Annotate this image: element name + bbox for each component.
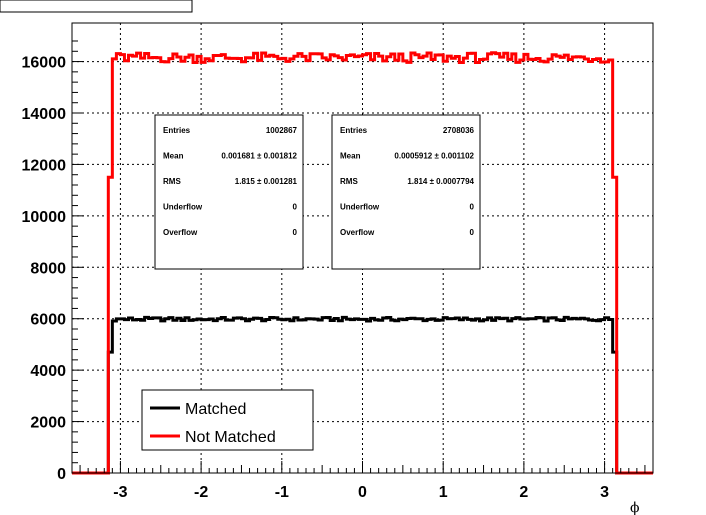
x-tick-label: -3 [113,484,127,501]
x-tick-label: 3 [600,484,609,501]
x-tick-label: -1 [275,484,289,501]
stats-row-value: 0.001681 ± 0.001812 [221,152,297,161]
x-tick-label: -2 [194,484,208,501]
y-tick-label: 4000 [30,363,66,380]
stats-row-label: Entries [163,126,191,135]
y-tick-label: 6000 [30,312,66,329]
x-axis-label: ϕ [630,500,640,515]
y-tick-label: 14000 [22,106,67,123]
stats-row-label: RMS [163,177,181,186]
stats-row-label: RMS [340,177,358,186]
stats-row-label: Overflow [163,228,198,237]
y-tick-label: 16000 [22,55,67,72]
stats-row-value: 0 [470,228,475,237]
stats-box-2: Entries 2708036 Mean 0.0005912 ± 0.001102 RM… [331,114,481,270]
legend: Matched Not Matched [141,389,314,451]
y-tick-label: 2000 [30,415,66,432]
stats-row-value: 2708036 [443,126,475,135]
stats-row-label: Underflow [340,203,380,212]
stats-row-value: 1002867 [266,126,298,135]
y-tick-label: 10000 [22,209,67,226]
legend-box [141,389,314,451]
stats-row-value: 0.0005912 ± 0.001102 [394,152,474,161]
stats-row-label: Entries [340,126,368,135]
stats-row-value: 1.815 ± 0.001281 [235,177,298,186]
series-layer [72,51,653,475]
y-tick-label: 12000 [22,157,67,174]
legend-label-not-matched: Not Matched [185,429,276,446]
stats-box-1: Entries 1002867 Mean 0.001681 ± 0.001812 RMS… [154,114,304,270]
stats-boxes: Entries 1002867 Mean 0.001681 ± 0.001812 RMS… [154,114,481,270]
x-tick-label: 1 [439,484,448,501]
histogram-series-matched [72,315,653,475]
histogram-series-not-matched [72,51,653,475]
x-tick-labels: -3 -2 -1 0 1 2 3 [113,484,609,501]
stats-row-label: Overflow [340,228,375,237]
stats-row-label: Mean [340,152,361,161]
stats-box-frame [331,114,481,270]
stats-row-value: 0 [470,203,475,212]
stats-row-value: 1.814 ± 0.0007794 [407,177,474,186]
y-tick-label: 8000 [30,260,66,277]
axis-ticks [71,40,654,474]
x-tick-label: 2 [519,484,528,501]
y-tick-labels: 0 2000 4000 6000 8000 10000 12000 14000 16000 [22,55,67,483]
legend-label-matched: Matched [185,401,246,418]
stats-row-value: 0 [293,228,298,237]
y-tick-label: 0 [57,466,66,483]
stats-row-value: 0 [293,203,298,212]
stats-row-label: Mean [163,152,184,161]
stats-row-label: Underflow [163,203,203,212]
stats-box-frame [154,114,304,270]
x-tick-label: 0 [358,484,367,501]
title-box-fragment [0,0,193,13]
